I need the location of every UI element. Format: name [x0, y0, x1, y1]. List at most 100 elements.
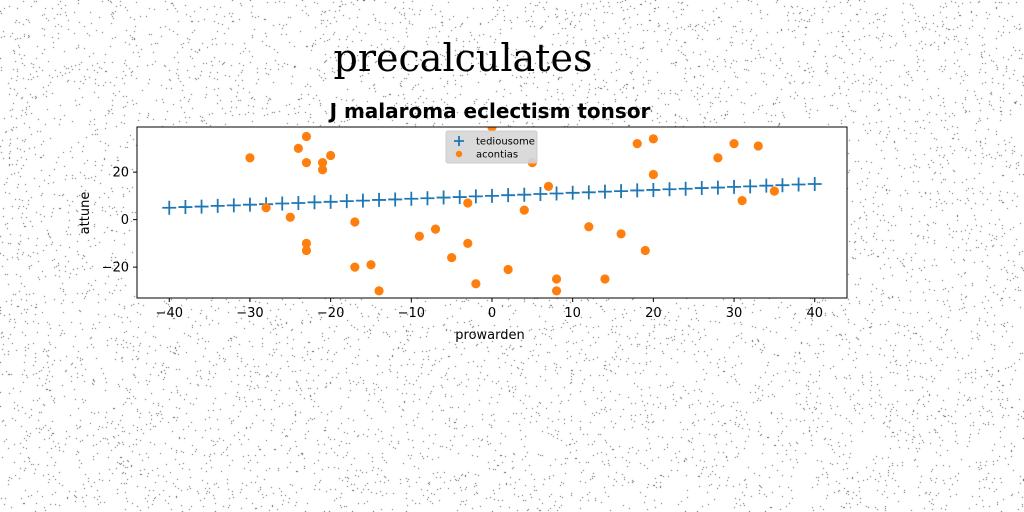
- circle-point: [317, 158, 328, 168]
- circle-point: [326, 150, 336, 161]
- circle-point: [713, 153, 723, 163]
- plus-point: [759, 178, 774, 193]
- x-tick-label: 10: [564, 306, 581, 321]
- circle-point: [317, 165, 328, 175]
- circle-point: [245, 153, 255, 163]
- plus-point: [291, 196, 306, 210]
- plus-point: [226, 198, 241, 213]
- circle-point: [616, 229, 626, 239]
- plus-point: [436, 190, 451, 205]
- circle-point: [463, 238, 473, 248]
- circle-point: [503, 264, 513, 275]
- x-tick-label: 30: [726, 306, 743, 321]
- plus-point: [646, 182, 661, 197]
- circle-point: [463, 198, 473, 208]
- circle-point: [447, 253, 457, 263]
- circle-point: [350, 262, 360, 272]
- circle-point: [519, 205, 529, 215]
- legend-plus-marker: [454, 136, 464, 146]
- circle-point: [600, 274, 610, 284]
- plus-point: [694, 181, 709, 196]
- circle-point: [261, 203, 271, 213]
- legend-circle-marker: [455, 150, 463, 158]
- plus-point: [678, 181, 693, 196]
- plus-point: [275, 196, 290, 211]
- circle-point: [543, 181, 554, 191]
- circle-point: [374, 286, 384, 296]
- plus-point: [630, 183, 645, 198]
- circle-point: [285, 212, 295, 222]
- data-marks: [162, 127, 822, 296]
- plus-point: [614, 184, 629, 199]
- circle-point: [350, 217, 360, 227]
- plus-point: [194, 199, 209, 214]
- circle-point: [737, 196, 747, 206]
- circle-point: [648, 169, 658, 180]
- circle-point: [430, 224, 441, 234]
- circle-point: [301, 238, 312, 248]
- plus-point: [775, 178, 790, 193]
- x-axis-label: prowarden: [455, 328, 524, 343]
- x-tick-label: −40: [156, 306, 183, 321]
- plus-point: [549, 186, 564, 201]
- circle-point: [648, 134, 658, 144]
- plus-point: [162, 200, 177, 215]
- plus-point: [597, 184, 612, 199]
- circle-point: [753, 141, 763, 151]
- plus-point: [710, 180, 725, 195]
- plus-point: [210, 198, 225, 213]
- x-tick-label: 20: [645, 306, 662, 321]
- circle-point: [293, 143, 303, 153]
- page-title: precalculates: [333, 36, 593, 80]
- circle-point: [640, 245, 650, 256]
- circle-point: [366, 260, 376, 270]
- plus-point: [807, 177, 822, 191]
- chart-title: J malaroma eclectism tonsor: [328, 99, 651, 123]
- plus-point: [581, 185, 596, 200]
- circle-point: [487, 127, 497, 132]
- circle-point: [584, 222, 594, 232]
- x-tick-label: −10: [398, 306, 425, 321]
- plus-point: [501, 188, 516, 203]
- x-tick-label: −20: [317, 306, 344, 321]
- circle-point: [301, 245, 312, 256]
- x-tick-label: 40: [806, 306, 823, 321]
- legend-label: tediousome: [476, 137, 535, 148]
- x-tick-label: 0: [488, 306, 496, 321]
- plus-point: [355, 193, 370, 208]
- legend: tediousome acontias: [445, 130, 538, 164]
- axes: −40 −30 −20 −10 0 10 20 30 40 −20 0 20: [102, 166, 823, 321]
- circle-point: [471, 279, 481, 289]
- legend-box: [445, 130, 538, 164]
- plus-point: [307, 195, 322, 210]
- plus-point: [178, 200, 193, 215]
- y-tick-label: 0: [121, 213, 129, 228]
- y-tick-label: 20: [112, 166, 129, 181]
- y-axis-label: attune: [78, 192, 93, 235]
- y-tick-label: −20: [102, 261, 129, 276]
- plus-point: [242, 197, 257, 212]
- circle-point: [551, 274, 562, 284]
- plus-point: [420, 191, 435, 206]
- circle-point: [551, 286, 562, 296]
- circle-point: [769, 186, 779, 196]
- plus-point: [791, 177, 806, 192]
- circle-point: [301, 158, 312, 168]
- legend-label: acontias: [476, 150, 518, 161]
- circle-point: [301, 131, 312, 142]
- plus-point: [372, 192, 387, 207]
- plus-point: [743, 179, 758, 194]
- plus-point: [565, 185, 580, 200]
- plus-point: [662, 182, 677, 197]
- plus-point: [485, 188, 499, 203]
- circle-point: [729, 139, 739, 149]
- plus-point: [727, 179, 742, 194]
- x-tick-label: −30: [236, 306, 263, 321]
- plus-point: [468, 189, 483, 204]
- plus-point: [388, 192, 403, 207]
- circle-point: [414, 231, 424, 241]
- plus-point: [323, 194, 338, 209]
- circle-point: [632, 139, 642, 149]
- plus-point: [533, 186, 548, 201]
